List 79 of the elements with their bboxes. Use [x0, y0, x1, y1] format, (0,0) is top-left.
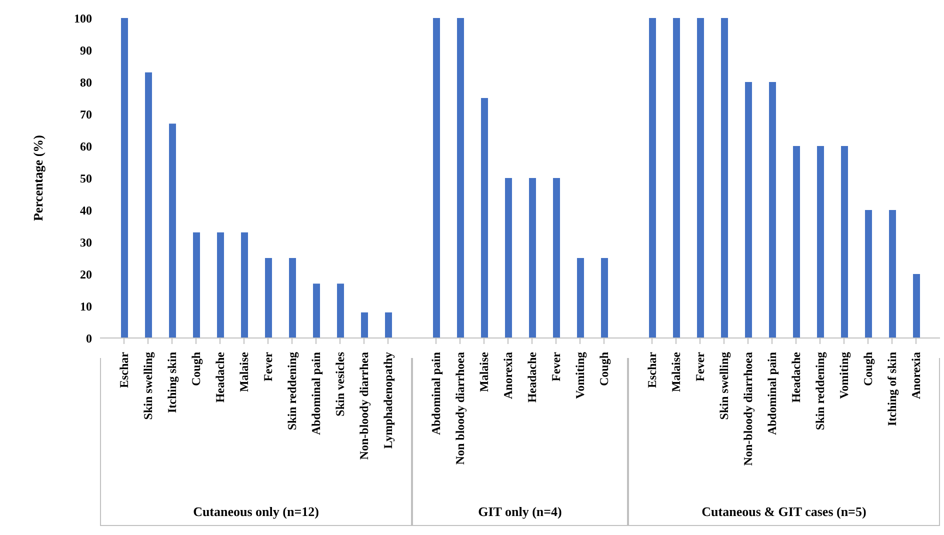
y-tick-label: 20: [80, 267, 92, 282]
x-tick-label: Cough: [861, 352, 875, 386]
x-tick-label: Vomiting: [573, 352, 587, 399]
x-tick-label: Lymphadenopathy: [381, 352, 395, 449]
x-tick-label: Skin vesicles: [333, 352, 347, 416]
y-tick-label: 50: [80, 171, 92, 186]
bar: [313, 284, 320, 338]
bar: [265, 258, 272, 338]
y-tick-label: 0: [86, 331, 92, 346]
x-tick-label: Skin reddening: [285, 352, 299, 430]
bar: [529, 178, 536, 338]
bar: [889, 210, 896, 338]
bar: [721, 18, 728, 338]
x-tick-label: Non-bloody diarrhea: [357, 352, 371, 460]
x-tick-label: Malaise: [477, 351, 491, 392]
bar: [385, 312, 392, 338]
bar: [337, 284, 344, 338]
x-tick-label: Anorexia: [909, 352, 923, 400]
bar: [289, 258, 296, 338]
x-tick-label: Skin swelling: [141, 352, 155, 420]
bar: [553, 178, 560, 338]
x-tick-label: Skin swelling: [717, 352, 731, 420]
x-tick-label: Malaise: [237, 351, 251, 392]
bar: [457, 18, 464, 338]
x-tick-label: Headache: [789, 351, 803, 403]
x-tick-label: Vomiting: [837, 352, 851, 399]
x-axis-title: GIT only (n=4): [478, 504, 562, 519]
bar: [841, 146, 848, 338]
x-tick-label: Eschar: [117, 351, 131, 388]
bar: [697, 18, 704, 338]
bar: [913, 274, 920, 338]
bar: [745, 82, 752, 338]
bar: [169, 124, 176, 338]
x-tick-label: Eschar: [645, 351, 659, 388]
x-axis-title: Cutaneous & GIT cases (n=5): [702, 504, 866, 519]
x-tick-label: Skin reddening: [813, 352, 827, 430]
bar: [649, 18, 656, 338]
x-tick-label: Malaise: [669, 351, 683, 392]
bar: [577, 258, 584, 338]
bar: [817, 146, 824, 338]
y-tick-label: 30: [80, 235, 92, 250]
y-tick-label: 40: [80, 203, 92, 218]
bar: [433, 18, 440, 338]
y-tick-label: 70: [80, 107, 92, 122]
y-tick-label: 60: [80, 139, 92, 154]
y-tick-label: 10: [80, 299, 92, 314]
bar: [601, 258, 608, 338]
x-tick-label: Non-bloody diarrhoea: [741, 352, 755, 466]
y-tick-label: 100: [74, 11, 92, 26]
x-tick-label: Abdominal pain: [765, 352, 779, 436]
x-tick-label: Anorexia: [501, 352, 515, 400]
bar: [793, 146, 800, 338]
x-tick-label: Headache: [213, 351, 227, 403]
x-tick-label: Fever: [261, 351, 275, 382]
x-tick-label: Itching of skin: [885, 352, 899, 426]
bar: [865, 210, 872, 338]
bar: [121, 18, 128, 338]
bar: [673, 18, 680, 338]
x-tick-label: Abdominal pain: [309, 352, 323, 436]
x-tick-label: Fever: [693, 351, 707, 382]
bar: [241, 232, 248, 338]
x-axis-title: Cutaneous only (n=12): [193, 504, 319, 519]
y-tick-label: 90: [80, 43, 92, 58]
y-axis-title: Percentage (%): [30, 134, 46, 222]
bar: [769, 82, 776, 338]
x-tick-label: Non bloody diarrhoea: [453, 352, 467, 465]
bar: [505, 178, 512, 338]
y-tick-label: 80: [80, 75, 92, 90]
x-tick-label: Itching skin: [165, 352, 179, 414]
x-tick-label: Cough: [189, 352, 203, 386]
x-tick-label: Headache: [525, 351, 539, 403]
x-tick-label: Abdominal pain: [429, 352, 443, 436]
bar: [361, 312, 368, 338]
bar: [217, 232, 224, 338]
bar: [193, 232, 200, 338]
x-tick-label: Cough: [597, 352, 611, 386]
bar: [481, 98, 488, 338]
x-tick-label: Fever: [549, 351, 563, 382]
bar: [145, 72, 152, 338]
